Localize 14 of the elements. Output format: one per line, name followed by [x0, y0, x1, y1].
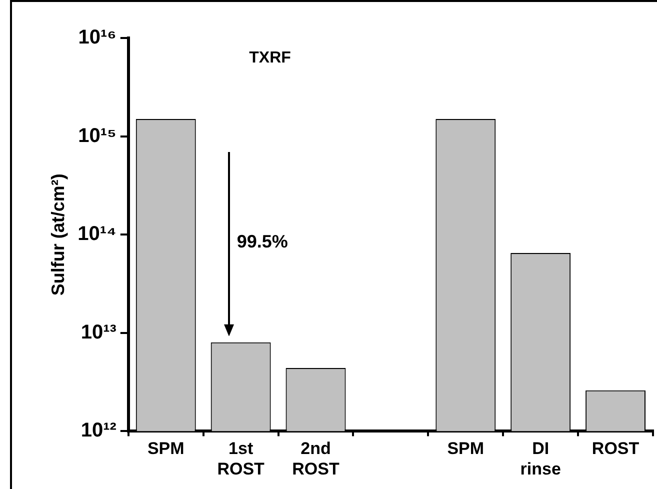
y-tick-label: 10¹³ [80, 321, 117, 344]
x-tick-label: 1st ROST [217, 439, 266, 478]
x-tick-label: SPM [147, 439, 184, 458]
y-tick-label: 10¹⁴ [78, 223, 116, 246]
y-tick-label: 10¹² [80, 420, 117, 442]
y-axis-title: Sulfur (at/cm²) [48, 174, 68, 296]
x-tick-label: 2nd ROST [292, 439, 340, 478]
y-tick-label: 10¹⁶ [78, 26, 116, 49]
x-tick-label: ROST [592, 439, 640, 458]
annotation: 99.5% [236, 231, 288, 252]
text: TXRF [249, 49, 292, 66]
y-tick-label: 10¹⁵ [78, 124, 116, 147]
x-tick-label: SPM [447, 439, 484, 458]
x-tick-label: DI rinse [520, 439, 561, 478]
